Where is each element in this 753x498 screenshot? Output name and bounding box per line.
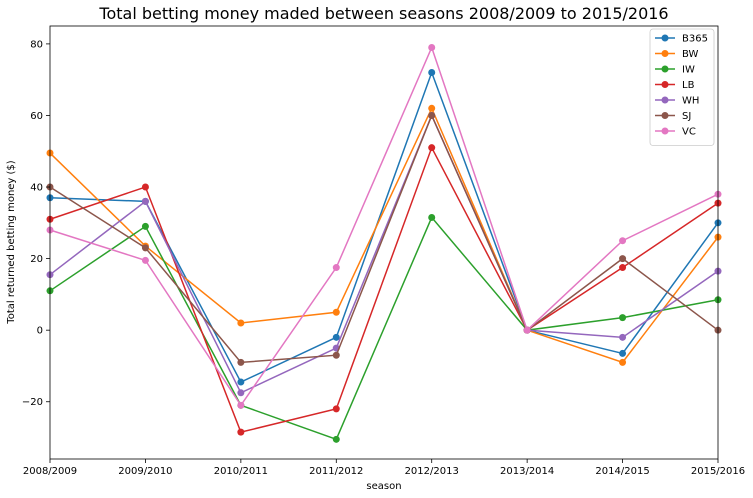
legend-marker-iw — [661, 65, 669, 73]
data-point-vc — [332, 264, 340, 272]
data-point-iw — [619, 314, 627, 322]
data-point-bw — [619, 358, 627, 366]
legend-marker-lb — [661, 81, 669, 88]
data-point-lb — [332, 405, 340, 413]
legend-marker-bw — [661, 50, 669, 57]
series-line-sj — [49, 113, 719, 364]
legend-label-sj: SJ — [682, 111, 691, 122]
data-point-bw — [428, 104, 436, 112]
data-point-lb — [428, 144, 436, 152]
x-tick-label: 2009/2010 — [118, 466, 172, 477]
legend-label-iw: IW — [682, 65, 695, 76]
data-point-lb — [141, 183, 149, 191]
y-tick-label: 80 — [30, 39, 43, 50]
y-tick-label: 40 — [30, 183, 43, 194]
data-point-bw — [237, 319, 245, 327]
data-point-iw — [332, 435, 340, 443]
axes-frame — [49, 25, 719, 460]
legend-label-vc: VC — [682, 127, 696, 138]
data-point-vc — [428, 43, 436, 51]
data-point-vc — [523, 326, 531, 334]
y-tick-label: −20 — [22, 397, 43, 408]
x-tick-label: 2008/2009 — [23, 466, 77, 477]
data-point-vc — [237, 401, 245, 409]
data-point-sj — [619, 255, 627, 263]
data-point-b365 — [332, 333, 340, 341]
data-point-sj — [428, 111, 436, 119]
legend-marker-sj — [661, 112, 669, 119]
y-tick-label: 20 — [30, 254, 43, 265]
series-line-vc — [49, 45, 719, 407]
y-axis-label: Total returned betting money ($) — [6, 160, 17, 324]
x-tick-label: 2010/2011 — [214, 466, 268, 477]
series-line-wh — [49, 113, 719, 394]
data-point-b365 — [237, 378, 245, 386]
data-point-wh — [141, 197, 149, 205]
legend-label-bw: BW — [682, 49, 699, 60]
legend-marker-vc — [661, 127, 669, 135]
series-line-b365 — [49, 70, 719, 384]
legend-label-b365: B365 — [682, 34, 708, 45]
data-point-lb — [619, 264, 627, 272]
data-point-iw — [428, 213, 436, 221]
x-tick-label: 2011/2012 — [309, 466, 363, 477]
data-point-lb — [237, 428, 245, 436]
data-point-b365 — [619, 349, 627, 357]
data-point-sj — [332, 351, 340, 359]
plot-area — [46, 43, 722, 443]
legend: B365 BW IW LB WH SJ VC — [649, 28, 715, 146]
data-point-vc — [619, 237, 627, 245]
data-point-wh — [619, 333, 627, 341]
legend-marker-b365 — [661, 34, 669, 42]
series-line-iw — [49, 216, 719, 441]
series-line-lb — [49, 145, 719, 434]
y-tick-label: 60 — [30, 111, 43, 122]
x-tick-label: 2012/2013 — [405, 466, 459, 477]
data-point-iw — [141, 222, 149, 230]
x-tick-label: 2014/2015 — [595, 466, 649, 477]
legend-label-wh: WH — [682, 96, 699, 107]
y-tick-label: 0 — [37, 326, 43, 337]
data-point-vc — [141, 256, 149, 264]
data-point-bw — [332, 308, 340, 316]
chart-title: Total betting money maded between season… — [98, 4, 668, 23]
legend-marker-wh — [661, 96, 669, 104]
data-point-wh — [237, 389, 245, 397]
x-tick-label: 2013/2014 — [500, 466, 554, 477]
x-axis-label: season — [366, 481, 401, 492]
x-tick-label: 2015/2016 — [691, 466, 745, 477]
data-point-sj — [237, 358, 245, 366]
series-line-bw — [49, 106, 719, 364]
data-point-b365 — [428, 69, 436, 77]
axes: 2008/2009 2009/2010 2010/2011 2011/2012 2012… — [22, 25, 745, 477]
data-point-sj — [141, 244, 149, 252]
legend-label-lb: LB — [682, 80, 695, 91]
